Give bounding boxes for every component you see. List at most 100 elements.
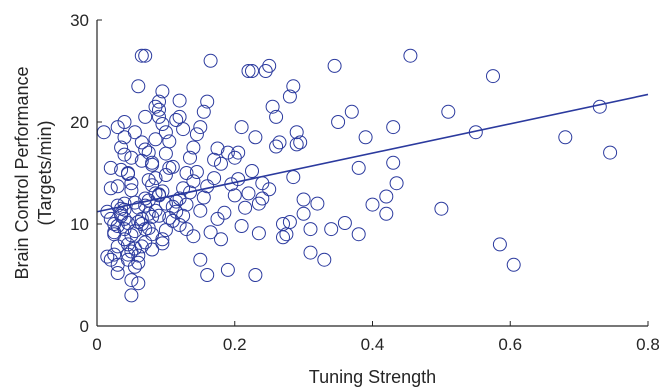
- data-point: [486, 69, 500, 84]
- data-point: [114, 162, 129, 177]
- data-point: [114, 140, 129, 155]
- data-point: [127, 125, 142, 140]
- data-point: [189, 165, 204, 179]
- data-point: [176, 181, 191, 196]
- data-point: [327, 58, 342, 73]
- data-point: [241, 64, 256, 78]
- x-tick-label: 0: [92, 335, 101, 354]
- x-tick-label: 0.2: [223, 335, 247, 354]
- data-point: [603, 145, 618, 160]
- data-point: [248, 130, 263, 145]
- data-point: [224, 177, 239, 192]
- data-point: [231, 145, 246, 160]
- data-point: [148, 132, 163, 147]
- data-point: [152, 187, 166, 202]
- data-point: [255, 191, 270, 206]
- data-point: [200, 268, 215, 282]
- y-tick-label: 30: [70, 11, 89, 30]
- data-point: [386, 155, 401, 170]
- data-point: [152, 102, 166, 117]
- data-point: [131, 79, 146, 94]
- data-point: [134, 239, 149, 254]
- data-point: [152, 208, 166, 223]
- data-point: [138, 109, 153, 124]
- data-point: [193, 252, 208, 267]
- data-point: [169, 194, 184, 209]
- data-point: [158, 146, 173, 161]
- data-point: [121, 167, 135, 181]
- data-point: [220, 145, 235, 160]
- data-point: [303, 222, 318, 237]
- data-point: [234, 219, 249, 233]
- data-point: [145, 157, 160, 172]
- data-point: [138, 142, 153, 157]
- data-point: [172, 218, 187, 232]
- y-tick-label: 0: [80, 317, 89, 336]
- data-point: [131, 276, 146, 291]
- data-point: [127, 224, 142, 239]
- data-point: [134, 153, 149, 168]
- data-point: [165, 199, 180, 214]
- data-point: [155, 232, 170, 247]
- data-point: [389, 176, 404, 191]
- data-point: [365, 197, 380, 212]
- data-point: [100, 249, 115, 264]
- data-point: [186, 229, 201, 244]
- data-point: [96, 125, 111, 140]
- data-point: [207, 152, 222, 167]
- data-point: [127, 259, 142, 274]
- data-point: [124, 150, 139, 165]
- data-point: [262, 182, 277, 197]
- data-point: [189, 127, 204, 142]
- data-point: [169, 113, 184, 127]
- data-point: [155, 236, 170, 251]
- data-point: [251, 226, 266, 241]
- data-point: [214, 232, 228, 247]
- data-point: [196, 190, 211, 205]
- data-point: [258, 64, 273, 78]
- data-point: [183, 185, 197, 200]
- data-point: [337, 216, 352, 230]
- data-point: [103, 160, 118, 175]
- axes-layer: [96, 19, 649, 327]
- data-point: [103, 181, 118, 196]
- data-point: [386, 120, 401, 135]
- data-point: [131, 255, 146, 270]
- data-point: [210, 141, 225, 156]
- data-point: [117, 147, 132, 162]
- data-point: [276, 230, 290, 245]
- data-point: [110, 179, 125, 194]
- data-point: [134, 135, 149, 150]
- data-point: [121, 237, 135, 252]
- data-point: [179, 166, 194, 180]
- data-point: [158, 223, 173, 238]
- data-point: [262, 58, 277, 73]
- x-tick-labels: 0 0.2 0.4 0.6 0.8: [92, 335, 659, 354]
- data-point: [196, 104, 211, 119]
- data-point: [176, 122, 191, 137]
- data-point: [138, 48, 153, 63]
- data-point: [124, 273, 139, 288]
- data-point: [303, 245, 318, 260]
- data-point: [152, 109, 166, 124]
- data-point: [200, 179, 215, 194]
- data-point: [162, 134, 177, 149]
- data-point: [152, 188, 166, 203]
- data-point: [351, 227, 366, 242]
- data-point: [131, 248, 146, 263]
- data-point: [265, 99, 280, 114]
- x-tick-label: 0.8: [636, 335, 659, 354]
- x-axis-label: Tuning Strength: [309, 367, 436, 387]
- y-tick-labels: 0 10 20 30: [70, 11, 89, 336]
- data-point: [193, 203, 208, 218]
- data-point: [234, 120, 249, 135]
- y-axis-label-line1: Brain Control Performance: [12, 66, 32, 279]
- data-point: [231, 172, 246, 187]
- data-point: [282, 215, 297, 229]
- data-point: [217, 205, 232, 220]
- data-point: [124, 183, 139, 198]
- data-point: [289, 137, 304, 152]
- data-point: [282, 89, 297, 104]
- data-point: [127, 195, 142, 210]
- data-point: [103, 211, 118, 226]
